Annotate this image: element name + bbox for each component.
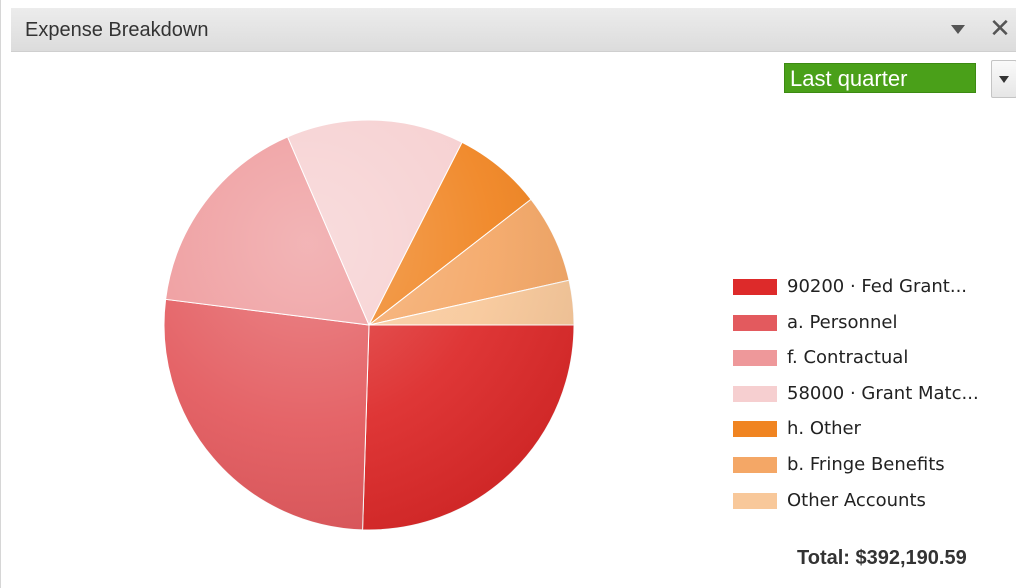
collapse-button[interactable] (945, 15, 971, 43)
period-select-value[interactable]: Last quarter (784, 63, 976, 93)
widget-title: Expense Breakdown (25, 19, 209, 41)
expense-pie-chart (163, 119, 575, 531)
legend-swatch (733, 385, 777, 402)
legend-swatch (733, 456, 777, 473)
pie-slice-2[interactable] (163, 298, 370, 531)
legend-label: b. Fringe Benefits (787, 453, 945, 475)
legend-label: Other Accounts (787, 489, 926, 511)
legend-swatch (733, 492, 777, 509)
legend-label: a. Personnel (787, 311, 898, 333)
period-select[interactable]: Last quarter (781, 60, 1016, 100)
legend-swatch (733, 314, 777, 331)
pie-slice-1[interactable] (362, 324, 575, 531)
chevron-down-icon (999, 75, 1009, 83)
legend-label: f. Contractual (787, 347, 909, 369)
widget-header: Expense Breakdown ✕ (11, 8, 1016, 52)
legend-swatch (733, 421, 777, 438)
legend-swatch (733, 350, 777, 367)
period-dropdown-button[interactable] (991, 60, 1016, 98)
total-amount: Total: $392,190.59 (797, 547, 967, 569)
legend-label: 90200 · Fed Grant... (787, 276, 968, 297)
close-button[interactable]: ✕ (987, 15, 1013, 43)
close-icon: ✕ (989, 14, 1011, 44)
chevron-down-icon (951, 24, 965, 34)
legend-label: 58000 · Grant Matc... (787, 382, 979, 404)
legend-label: h. Other (787, 418, 861, 440)
legend-swatch (733, 279, 777, 295)
